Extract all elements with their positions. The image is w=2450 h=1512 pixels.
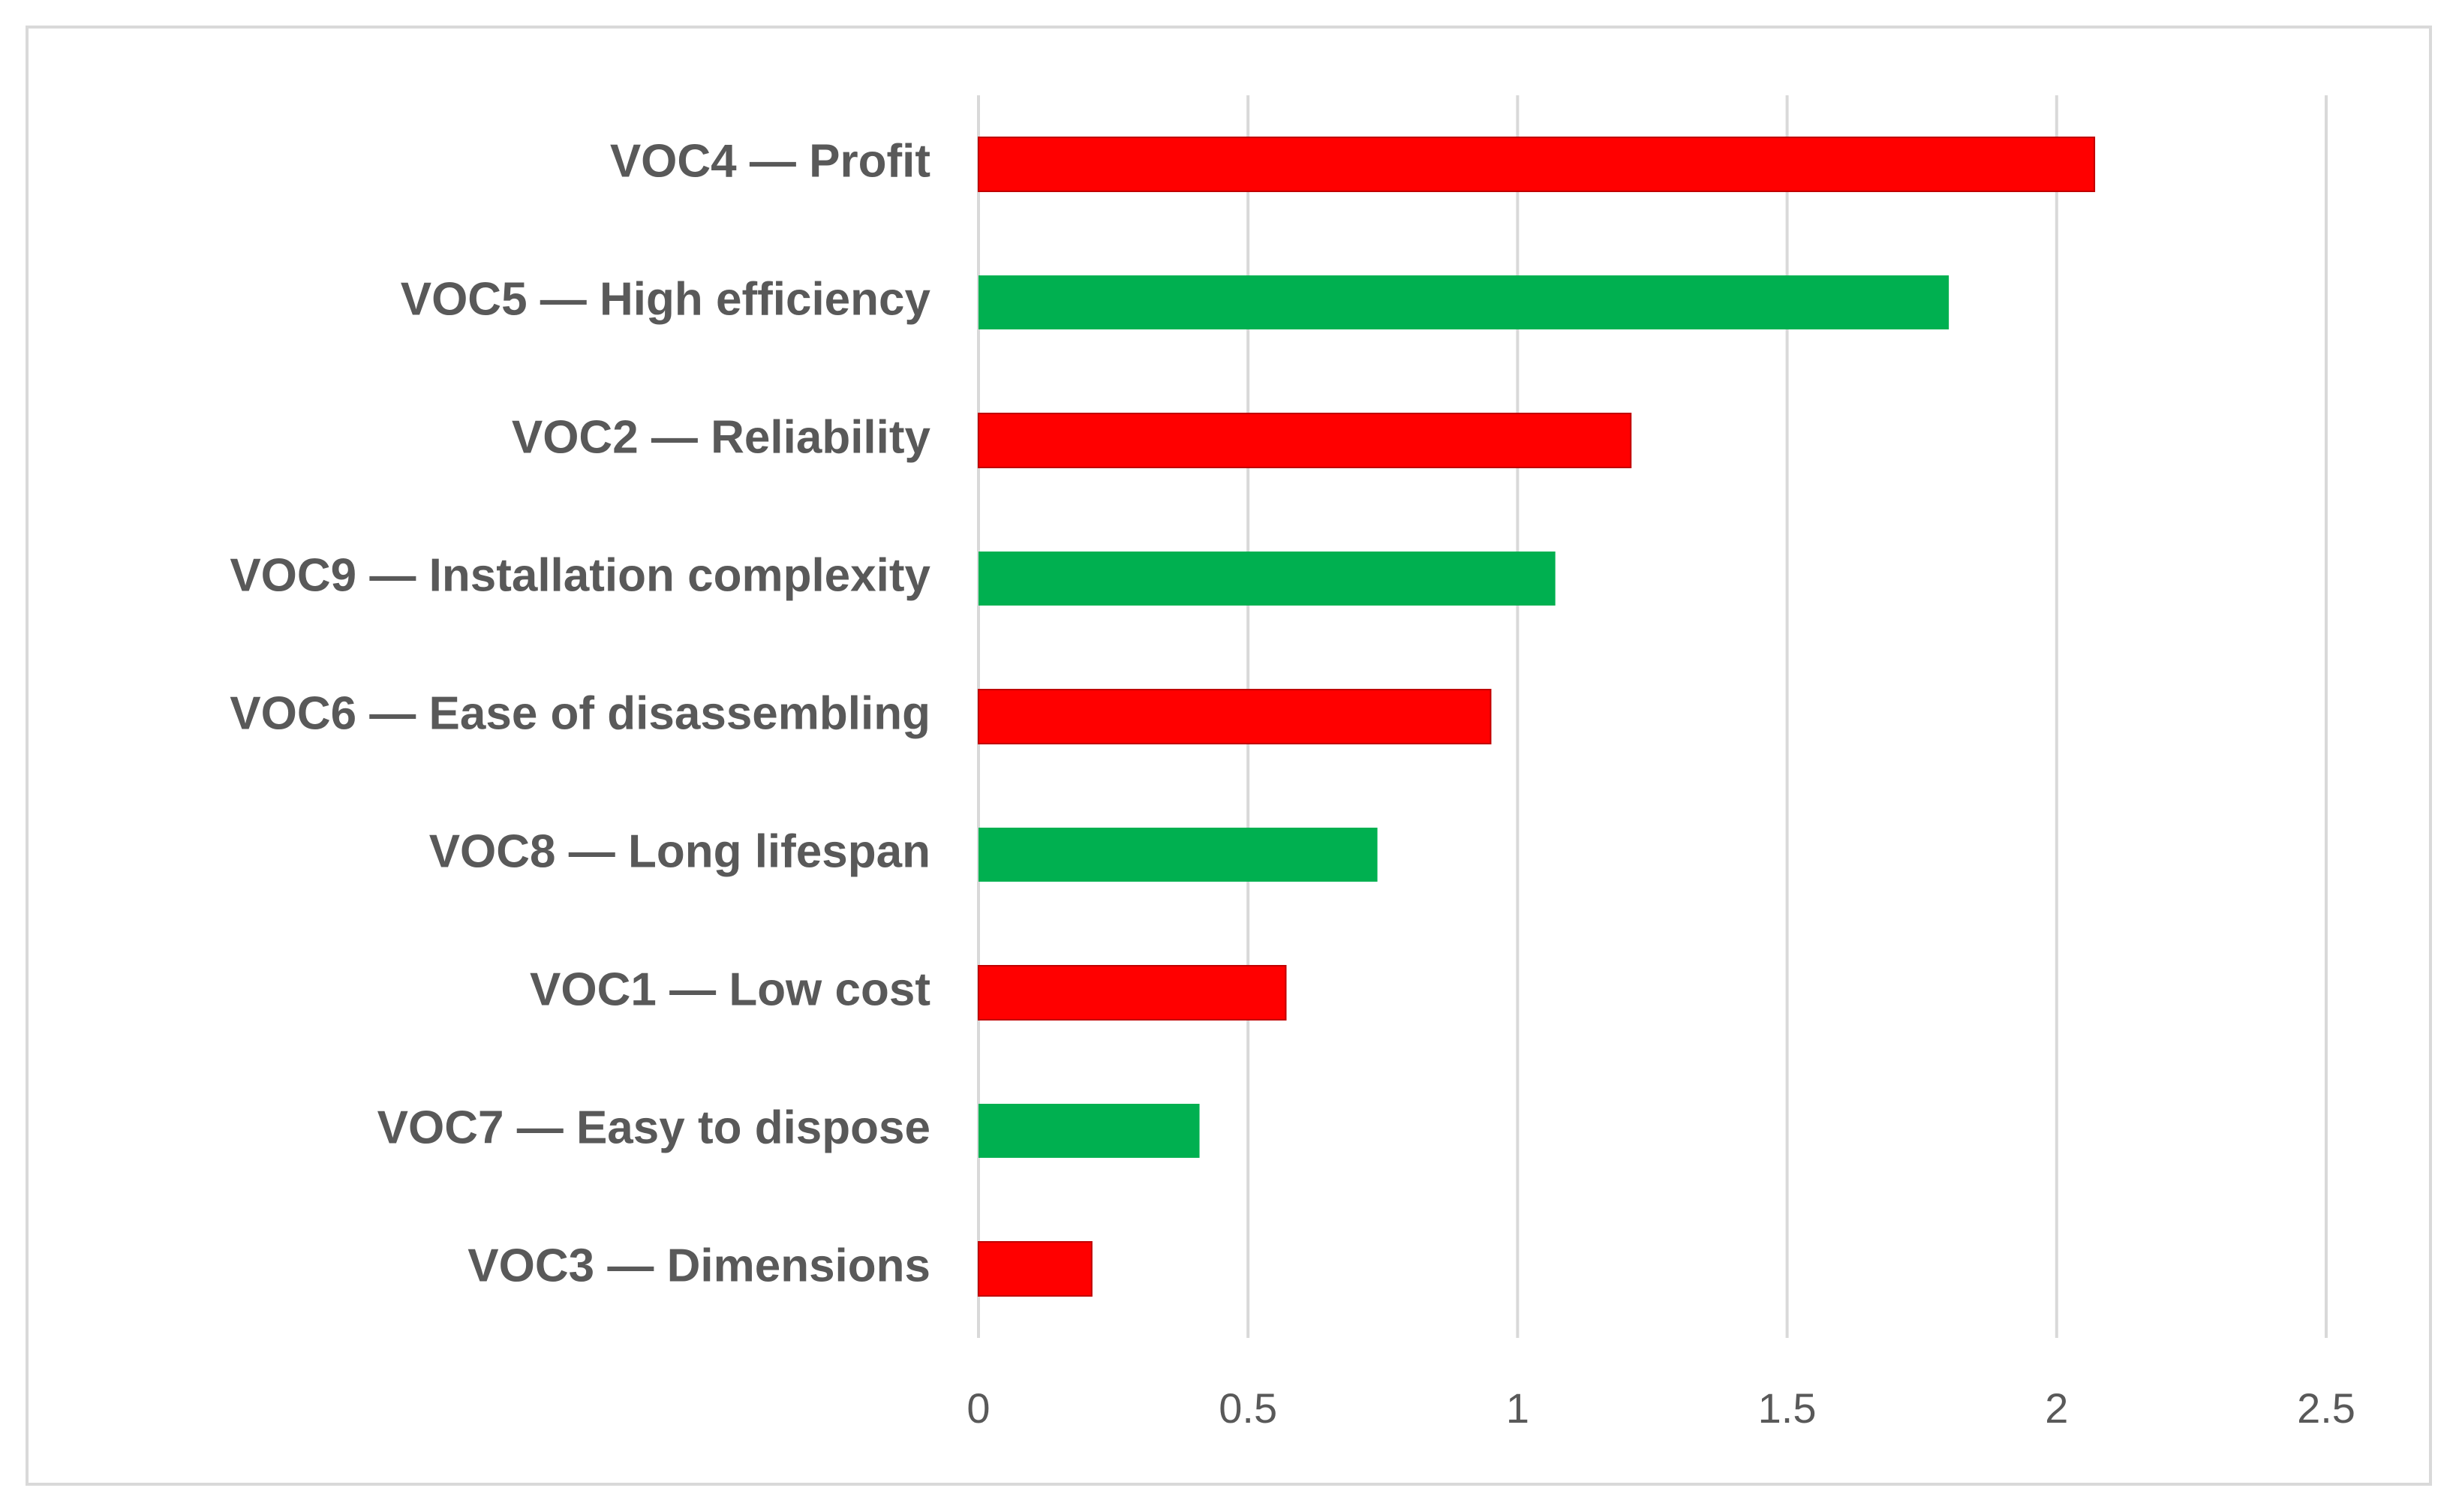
y-tick-label: VOC5 — High efficiency	[401, 273, 931, 325]
y-tick-label: VOC1 — Low cost	[530, 963, 930, 1015]
bar	[978, 552, 1556, 606]
bar	[978, 828, 1378, 882]
bar	[978, 1104, 1200, 1158]
x-tick-label: 1	[1506, 1384, 1529, 1432]
y-tick-label: VOC2 — Reliability	[512, 411, 931, 463]
x-tick-label: 0	[966, 1384, 990, 1432]
y-tick-label: VOC7 — Easy to dispose	[377, 1102, 930, 1153]
bar	[978, 275, 1949, 329]
bar	[978, 413, 1632, 468]
y-tick-label: VOC8 — Long lifespan	[429, 825, 930, 877]
y-tick-label: VOC3 — Dimensions	[467, 1240, 930, 1291]
bar	[978, 689, 1492, 744]
chart-border	[26, 26, 2432, 1486]
y-tick-label: VOC9 — Installation complexity	[230, 549, 930, 601]
bar	[978, 1241, 1093, 1297]
bar	[978, 137, 2096, 192]
x-tick-label: 2	[2045, 1384, 2068, 1432]
y-tick-label: VOC4 — Profit	[610, 135, 930, 187]
y-tick-label: VOC6 — Ease of disassembling	[230, 687, 930, 739]
x-tick-label: 1.5	[1758, 1384, 1817, 1432]
bar	[978, 965, 1287, 1021]
x-tick-label: 2.5	[2297, 1384, 2355, 1432]
x-tick-label: 0.5	[1219, 1384, 1277, 1432]
